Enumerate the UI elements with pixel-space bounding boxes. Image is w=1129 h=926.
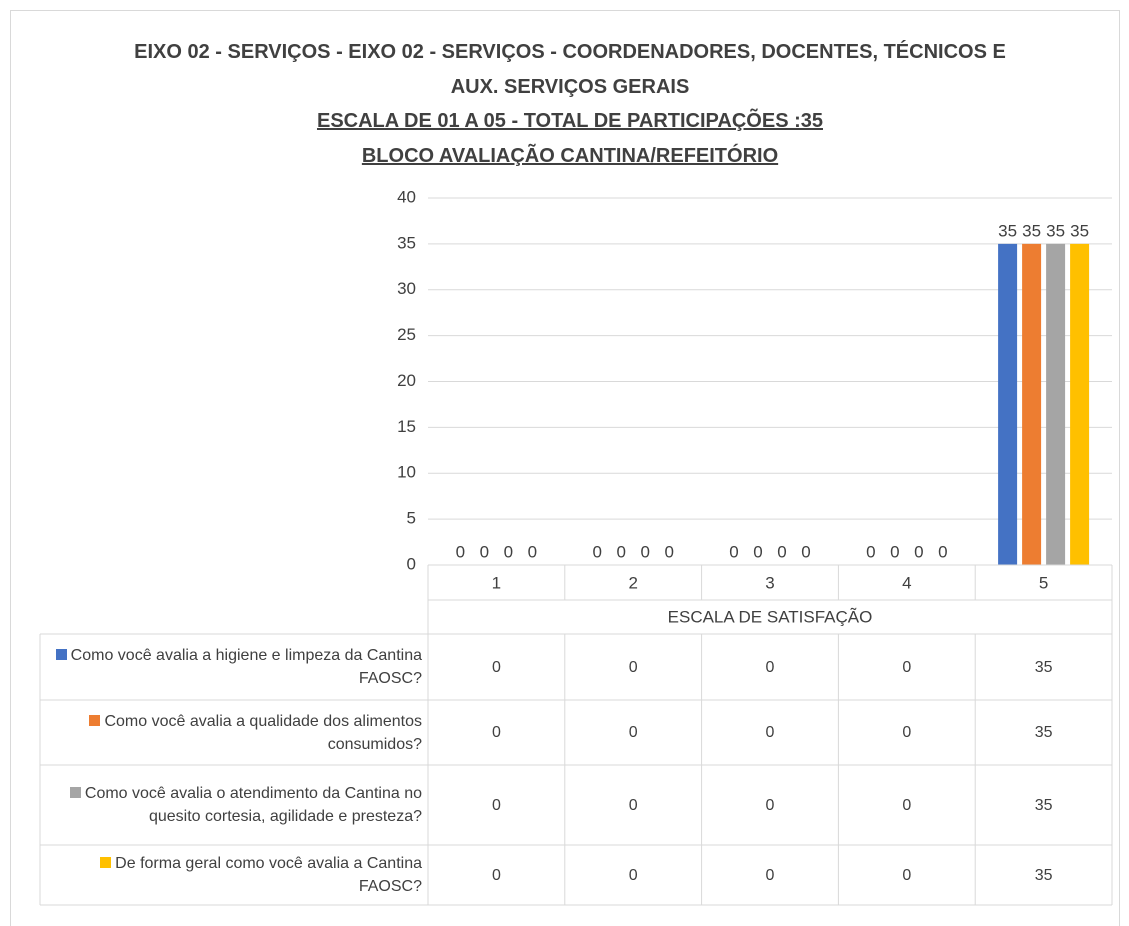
x-tick-label: 2 bbox=[628, 573, 637, 592]
table-value: 0 bbox=[628, 658, 638, 676]
y-tick-label: 15 bbox=[397, 417, 416, 436]
y-tick-label: 40 bbox=[397, 187, 416, 206]
data-label: 0 bbox=[528, 542, 537, 561]
x-tick-label: 3 bbox=[765, 573, 774, 592]
table-value: 0 bbox=[628, 866, 638, 884]
y-tick-label: 35 bbox=[397, 233, 416, 252]
chart-border bbox=[10, 10, 1120, 926]
data-label: 35 bbox=[1022, 221, 1041, 240]
data-label: 0 bbox=[504, 542, 513, 561]
data-label: 0 bbox=[456, 542, 465, 561]
y-tick-label: 5 bbox=[407, 509, 416, 528]
x-tick-label: 5 bbox=[1039, 573, 1048, 592]
legend-key bbox=[55, 649, 67, 660]
table-value: 0 bbox=[491, 724, 501, 741]
data-label: 0 bbox=[640, 542, 649, 561]
data-label: 35 bbox=[1046, 221, 1065, 240]
data-label: 35 bbox=[1070, 221, 1089, 240]
data-label: 0 bbox=[664, 542, 673, 561]
x-tick-label: 4 bbox=[902, 573, 911, 592]
table-value: 0 bbox=[491, 796, 501, 814]
bar bbox=[1070, 243, 1090, 565]
table-value: 0 bbox=[902, 796, 912, 814]
table-value: 35 bbox=[1034, 658, 1053, 676]
series-name-cell: De forma geral como você avalia a Cantin… bbox=[40, 845, 428, 905]
table-value: 0 bbox=[765, 658, 775, 676]
table-value: 0 bbox=[902, 724, 912, 741]
table-value: 0 bbox=[902, 658, 912, 676]
data-label: 0 bbox=[729, 542, 738, 561]
bar bbox=[998, 243, 1018, 565]
legend-key bbox=[69, 787, 81, 798]
subtitle: ESCALA DE 01 A 05 - TOTAL DE PARTICIPAÇÕ… bbox=[316, 110, 823, 132]
table-value: 0 bbox=[765, 796, 775, 814]
table-value: 35 bbox=[1034, 866, 1053, 884]
table-value: 0 bbox=[491, 658, 501, 676]
legend-label: De forma geral como você avalia a Cantin… bbox=[115, 855, 422, 895]
legend-key bbox=[89, 714, 101, 726]
table-value: 0 bbox=[491, 866, 501, 884]
data-label: 0 bbox=[938, 542, 947, 561]
y-tick-label: 0 bbox=[407, 554, 416, 573]
data-label: 0 bbox=[890, 542, 899, 561]
x-tick-label: 1 bbox=[492, 573, 501, 592]
subtitle: BLOCO AVALIAÇÃO CANTINA/REFEITÓRIO bbox=[361, 145, 779, 167]
table-value: 35 bbox=[1034, 796, 1053, 814]
y-tick-label: 25 bbox=[397, 325, 416, 344]
x-axis-title: ESCALA DE SATISFAÇÃO bbox=[668, 607, 873, 626]
y-tick-label: 10 bbox=[397, 463, 416, 482]
data-label: 0 bbox=[592, 542, 601, 561]
data-label: 0 bbox=[777, 542, 786, 561]
chart-title: EIXO 02 - SERVIÇOS - EIXO 02 - SERVIÇOS … bbox=[134, 41, 1006, 98]
legend-label: Como você avalia a higiene e limpeza da … bbox=[70, 647, 422, 687]
table-value: 0 bbox=[765, 724, 775, 741]
legend-label: Como você avalia o atendimento da Cantin… bbox=[84, 785, 422, 825]
table-value: 0 bbox=[902, 866, 912, 884]
y-tick-label: 30 bbox=[397, 279, 416, 298]
series-name-cell: Como você avalia a higiene e limpeza da … bbox=[40, 634, 428, 700]
table-value: 0 bbox=[628, 724, 638, 741]
series-name-cell: Como você avalia o atendimento da Cantin… bbox=[40, 765, 428, 845]
legend-key bbox=[100, 857, 112, 868]
data-label: 0 bbox=[753, 542, 762, 561]
series-name-cell: Como você avalia a qualidade dos aliment… bbox=[40, 700, 428, 765]
data-label: 0 bbox=[480, 542, 489, 561]
table-value: 35 bbox=[1034, 724, 1053, 741]
data-label: 35 bbox=[998, 221, 1017, 240]
y-tick-label: 20 bbox=[397, 371, 416, 390]
data-label: 0 bbox=[616, 542, 625, 561]
data-label: 0 bbox=[914, 542, 923, 561]
bar bbox=[1046, 243, 1066, 565]
data-label: 0 bbox=[801, 542, 810, 561]
table-value: 0 bbox=[765, 866, 775, 884]
bar bbox=[1022, 243, 1042, 565]
data-label: 0 bbox=[866, 542, 875, 561]
table-value: 0 bbox=[628, 796, 638, 814]
legend-label: Como você avalia a qualidade dos aliment… bbox=[104, 712, 422, 753]
